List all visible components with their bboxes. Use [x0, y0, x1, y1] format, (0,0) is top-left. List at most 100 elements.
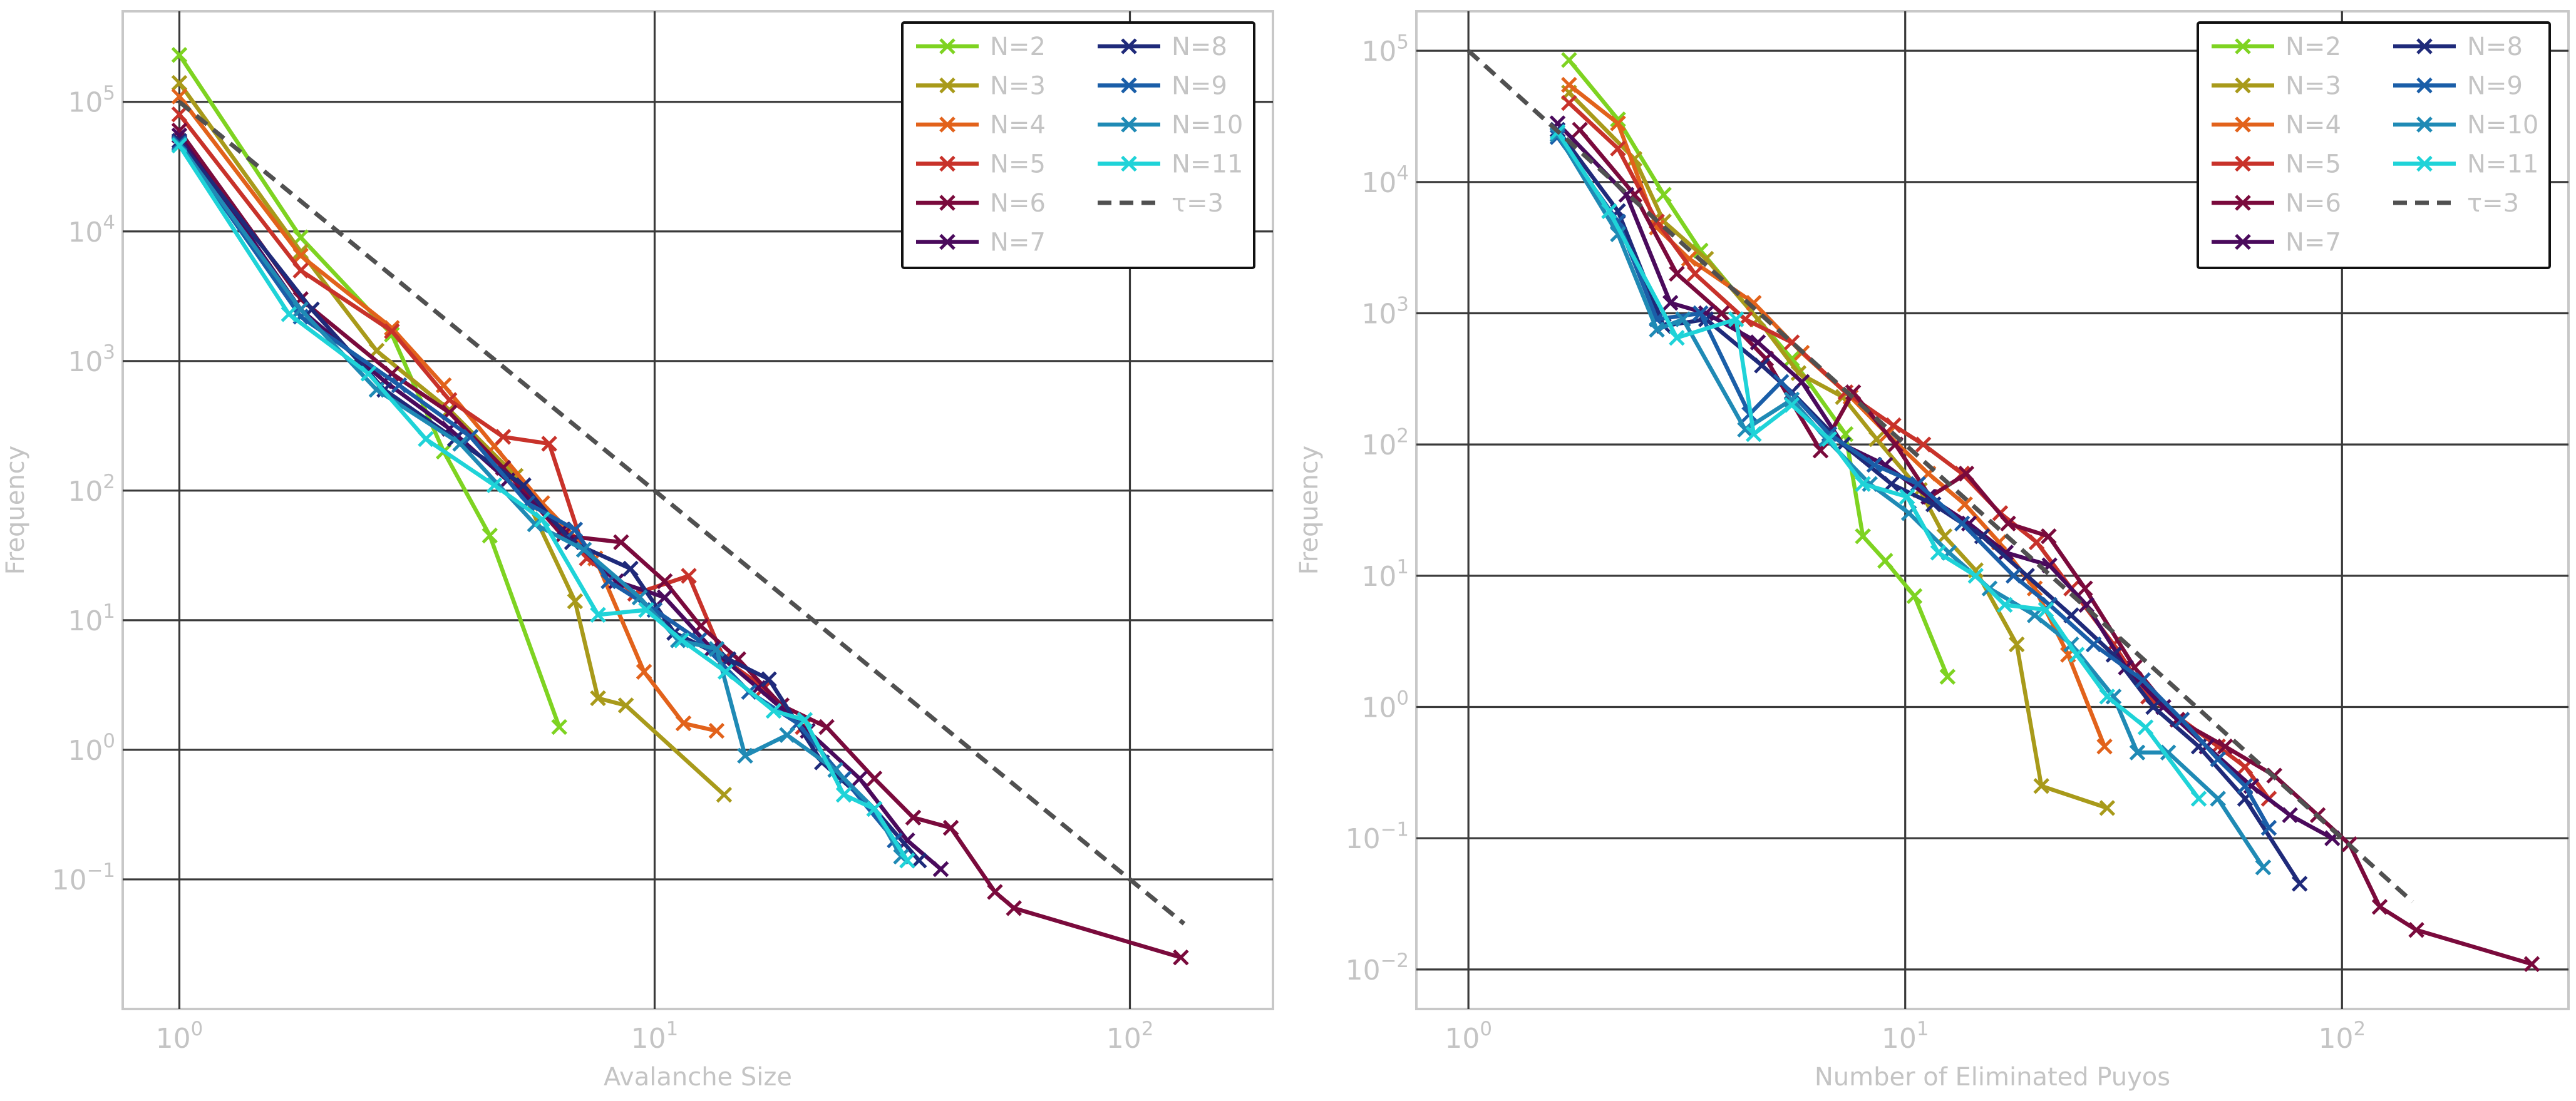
data-point-marker [1773, 374, 1790, 390]
data-point-marker [1737, 421, 1753, 438]
data-point-marker [622, 560, 639, 577]
data-point-marker [1821, 431, 1838, 448]
legend-item: N=10 [1098, 111, 1243, 140]
data-point-marker [910, 852, 927, 869]
data-point-marker [2041, 528, 2057, 545]
legend-item: N=8 [2393, 33, 2523, 61]
tick-label: 100 [68, 730, 115, 767]
legend-label: N=5 [2285, 150, 2341, 179]
data-point-marker [1173, 949, 1189, 966]
data-point-marker [2160, 744, 2177, 760]
data-point-marker [1754, 357, 1770, 374]
legend-item: N=3 [916, 72, 1046, 101]
data-point-marker [1997, 545, 2014, 561]
legend-item: N=2 [916, 33, 1046, 61]
data-point-marker [171, 47, 188, 63]
data-point-marker [1692, 305, 1709, 322]
data-point-marker [866, 771, 883, 787]
legend-marker [2235, 195, 2251, 211]
data-point-marker [1906, 588, 1923, 605]
data-point-marker [779, 727, 795, 744]
data-point-marker [1561, 95, 1577, 111]
data-point-marker [171, 74, 188, 91]
legend-item: N=2 [2212, 33, 2341, 61]
data-point-marker [1954, 515, 1971, 532]
data-point-marker [391, 377, 408, 394]
legend-label: N=10 [2467, 111, 2538, 140]
data-point-marker [1572, 121, 1588, 138]
legend-label: N=2 [990, 33, 1046, 61]
legend-label: N=2 [2285, 33, 2341, 61]
data-point-marker [2085, 636, 2102, 653]
data-point-marker [1930, 545, 1947, 561]
tick-label: 102 [1106, 1018, 1154, 1055]
data-point-marker [1783, 397, 1800, 413]
legend-label: N=9 [2467, 72, 2523, 101]
tick-label: 101 [1882, 1018, 1929, 1055]
data-point-marker [1687, 265, 1703, 282]
data-point-marker [987, 884, 1003, 900]
tick-label: 101 [631, 1018, 679, 1055]
legend-item: N=5 [916, 150, 1046, 179]
tick-label: 100 [1445, 1018, 1492, 1055]
legend-item: τ=3 [2393, 189, 2519, 218]
legend-marker [2235, 77, 2251, 94]
data-point-marker [2026, 580, 2043, 597]
legend-label: N=3 [990, 72, 1046, 101]
tick-label: 104 [68, 212, 115, 248]
data-point-marker [2135, 672, 2151, 689]
data-point-marker [2282, 807, 2298, 824]
data-point-marker [827, 762, 843, 778]
series-N6 [171, 122, 1189, 966]
legend-label: N=6 [990, 189, 1046, 218]
legend-box [901, 21, 1255, 269]
data-point-marker [1939, 668, 1956, 685]
legend-label: N=9 [1172, 72, 1227, 101]
legend: N=2 N=3 N=4 N=5 N=6 N=7 N=8 N=9 N=10 N=11 τ=3 [901, 21, 1255, 269]
data-point-marker [1746, 295, 1762, 311]
tick-label: 105 [1361, 31, 1409, 68]
legend-marker [2416, 38, 2433, 54]
series-N11 [171, 137, 915, 869]
legend-item: τ=3 [1098, 189, 1224, 218]
data-point-marker [171, 88, 188, 105]
legend-item: N=5 [2212, 150, 2341, 179]
data-point-marker [2077, 580, 2093, 597]
series-layer [1466, 49, 2540, 972]
legend-label: N=3 [2285, 72, 2341, 101]
legend-marker [2235, 116, 2251, 133]
data-point-marker [1883, 476, 1900, 493]
data-point-marker [486, 477, 503, 494]
data-point-marker [1561, 76, 1577, 93]
data-point-marker [1656, 187, 1672, 203]
data-point-marker [2210, 791, 2226, 807]
data-point-marker [1610, 140, 1626, 157]
data-point-marker [1910, 476, 1926, 493]
data-point-marker [656, 573, 673, 590]
series-3 [1466, 49, 2414, 904]
y-axis-label: Frequency [1295, 446, 1324, 575]
data-point-marker [1783, 391, 1800, 408]
data-point-marker [360, 366, 377, 382]
legend-marker [2235, 233, 2251, 250]
data-point-marker [441, 392, 458, 408]
legend-item: N=7 [916, 228, 1046, 257]
data-point-marker [1855, 528, 1871, 545]
series-N11 [1549, 124, 2207, 807]
tick-label: 10−1 [1346, 818, 1409, 855]
legend-label: N=4 [990, 111, 1046, 140]
data-point-marker [495, 429, 512, 445]
data-point-marker [292, 301, 309, 318]
data-point-marker [1692, 242, 1709, 259]
data-point-marker [292, 247, 309, 264]
data-point-marker [675, 715, 692, 732]
data-point-marker [462, 429, 479, 445]
legend-marker [2235, 155, 2251, 172]
data-point-marker [942, 819, 959, 836]
legend-label: N=5 [990, 150, 1046, 179]
data-point-marker [2038, 602, 2054, 618]
data-point-marker [1899, 488, 1915, 505]
legend-item: N=9 [2393, 72, 2523, 101]
legend-item: N=4 [2212, 111, 2341, 140]
legend-label: τ=3 [1172, 189, 1224, 218]
